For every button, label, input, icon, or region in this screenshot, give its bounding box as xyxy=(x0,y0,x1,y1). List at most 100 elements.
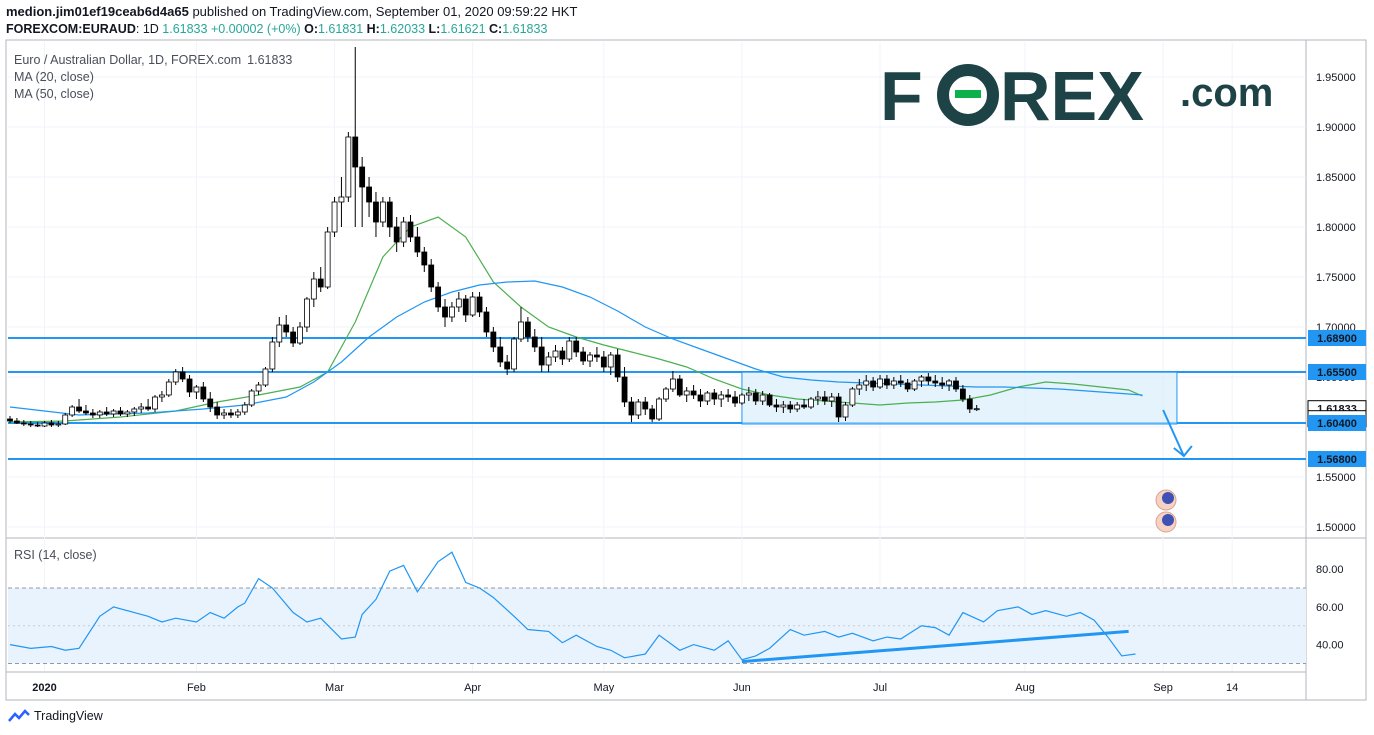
candle-body xyxy=(531,336,538,348)
candle-body xyxy=(304,298,310,328)
candle-body xyxy=(262,368,269,386)
candle-body xyxy=(331,201,338,233)
candle-body xyxy=(20,422,27,425)
candle-body xyxy=(780,404,787,408)
candle-body xyxy=(649,408,656,420)
candle-body xyxy=(89,412,96,416)
price-tick-label: 1.95000 xyxy=(1316,72,1356,84)
time-tick-label: 14 xyxy=(1226,682,1238,694)
candle-body xyxy=(766,394,773,406)
candle-body xyxy=(801,404,807,408)
time-axis[interactable]: 2020 Feb Mar Apr May Jun Jul Aug Sep 14 xyxy=(32,682,1238,694)
candle-body xyxy=(787,404,794,410)
time-tick-label: Jun xyxy=(733,682,751,694)
candle-body xyxy=(96,411,103,416)
candle-body xyxy=(925,376,932,382)
candle-body xyxy=(359,166,366,188)
author-name[interactable]: medion.jim01ef19ceab6d4a65 xyxy=(6,4,189,19)
candle-body xyxy=(228,412,234,416)
time-tick-label: Feb xyxy=(187,682,206,694)
candle-body xyxy=(676,378,683,396)
candle-body xyxy=(83,410,89,414)
candle-body xyxy=(566,340,573,360)
open-value: 1.61831 xyxy=(317,22,364,36)
candle-body xyxy=(842,404,849,418)
candle-body xyxy=(421,251,428,266)
event-icons[interactable] xyxy=(1155,489,1177,533)
candle-body xyxy=(849,388,856,406)
price-label-box xyxy=(1308,330,1366,346)
candle-body xyxy=(435,286,442,308)
candle-body xyxy=(697,394,704,402)
footer-brand[interactable]: TradingView xyxy=(8,708,103,724)
candle-body xyxy=(904,382,911,390)
candle-body xyxy=(462,298,469,316)
candle-body xyxy=(814,396,821,400)
candle-body xyxy=(932,380,939,384)
candle-body xyxy=(366,186,372,203)
candle-body xyxy=(317,278,324,288)
candle-body xyxy=(621,376,628,403)
high-label: H: xyxy=(366,22,380,36)
last-price: 1.61833 xyxy=(162,22,208,36)
candle-body xyxy=(186,378,193,393)
candle-body xyxy=(518,321,524,340)
candle-body xyxy=(973,408,980,411)
candle-body xyxy=(939,382,946,386)
candle-body xyxy=(828,396,835,402)
candle-body xyxy=(918,376,925,382)
candle-body xyxy=(221,412,227,416)
grid-lines xyxy=(8,42,1306,671)
candle-body xyxy=(290,331,297,344)
flag-icon xyxy=(1162,492,1174,504)
candle-body xyxy=(953,380,959,390)
candle-body xyxy=(179,371,186,380)
candle-body xyxy=(483,311,490,333)
rsi-axis: 40.00 60.00 80.00 xyxy=(1316,564,1344,651)
candle-body xyxy=(966,398,973,410)
legend-rsi: RSI (14, close) xyxy=(14,548,97,562)
candle-body xyxy=(959,388,966,400)
close-label: C: xyxy=(489,22,503,36)
logo-o-bar xyxy=(955,90,981,98)
time-tick-label: May xyxy=(593,682,614,694)
candle-body xyxy=(172,371,179,383)
candle-body xyxy=(863,380,870,386)
price-tick-label: 1.80000 xyxy=(1316,222,1356,234)
ma20-line xyxy=(9,216,1143,423)
flag-icon xyxy=(1162,514,1174,526)
candle-body xyxy=(745,392,752,396)
candle-body xyxy=(352,136,359,168)
open-label: O: xyxy=(304,22,318,36)
candle-body xyxy=(704,392,711,402)
interval: 1D xyxy=(142,22,159,36)
candle-body xyxy=(890,380,897,386)
candle-body xyxy=(338,196,345,203)
legend-title: Euro / Australian Dollar, 1D, FOREX.com 1… xyxy=(14,53,292,67)
candle-body xyxy=(386,201,393,228)
price-tick-label: 1.75000 xyxy=(1316,272,1356,284)
price-label-box xyxy=(1308,451,1366,467)
candle-body xyxy=(276,324,283,343)
candle-body xyxy=(711,392,718,400)
price-label-text: 1.68900 xyxy=(1317,333,1357,345)
forex-logo: F REX .com xyxy=(880,57,1273,135)
rsi-pane[interactable] xyxy=(8,551,1306,664)
candle-body xyxy=(103,411,110,415)
candle-body xyxy=(455,298,462,308)
candle-body xyxy=(911,380,918,390)
price-axis[interactable]: 1.500001.550001.600001.650001.700001.750… xyxy=(1316,72,1356,534)
arrow-shaft xyxy=(1162,409,1185,457)
candle-body xyxy=(138,406,145,410)
logo-dotcom: .com xyxy=(1180,71,1273,115)
candle-body xyxy=(248,390,255,406)
time-tick-label: Sep xyxy=(1153,682,1173,694)
low-label: L: xyxy=(428,22,441,36)
candle-body xyxy=(856,384,863,390)
candle-body xyxy=(642,401,649,410)
candle-body xyxy=(559,350,566,360)
rsi-line xyxy=(9,551,1136,661)
time-tick-label: Jul xyxy=(873,682,887,694)
projection-arrow[interactable] xyxy=(1162,409,1193,458)
